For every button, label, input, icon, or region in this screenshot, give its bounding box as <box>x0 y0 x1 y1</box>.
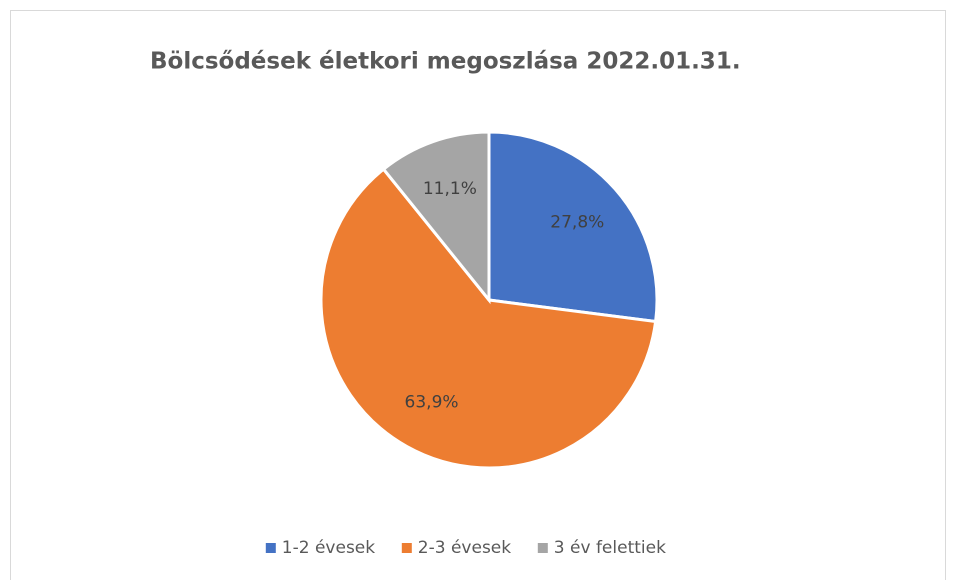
data-label: 27,8% <box>550 212 604 232</box>
data-label: 11,1% <box>423 179 477 199</box>
pie-slice <box>487 130 659 324</box>
pie-slice <box>319 167 658 470</box>
legend-swatch <box>537 543 548 553</box>
legend-swatch <box>265 543 276 553</box>
pie-slice <box>381 130 491 305</box>
chart-title: Bölcsődések életkori megoszlása 2022.01.… <box>150 49 741 75</box>
data-label: 63,9% <box>405 393 459 413</box>
legend-label: 3 év felettiek <box>554 538 666 558</box>
legend-label: 1-2 évesek <box>282 538 375 558</box>
legend-swatch <box>401 543 412 553</box>
legend-label: 2-3 évesek <box>418 538 511 558</box>
